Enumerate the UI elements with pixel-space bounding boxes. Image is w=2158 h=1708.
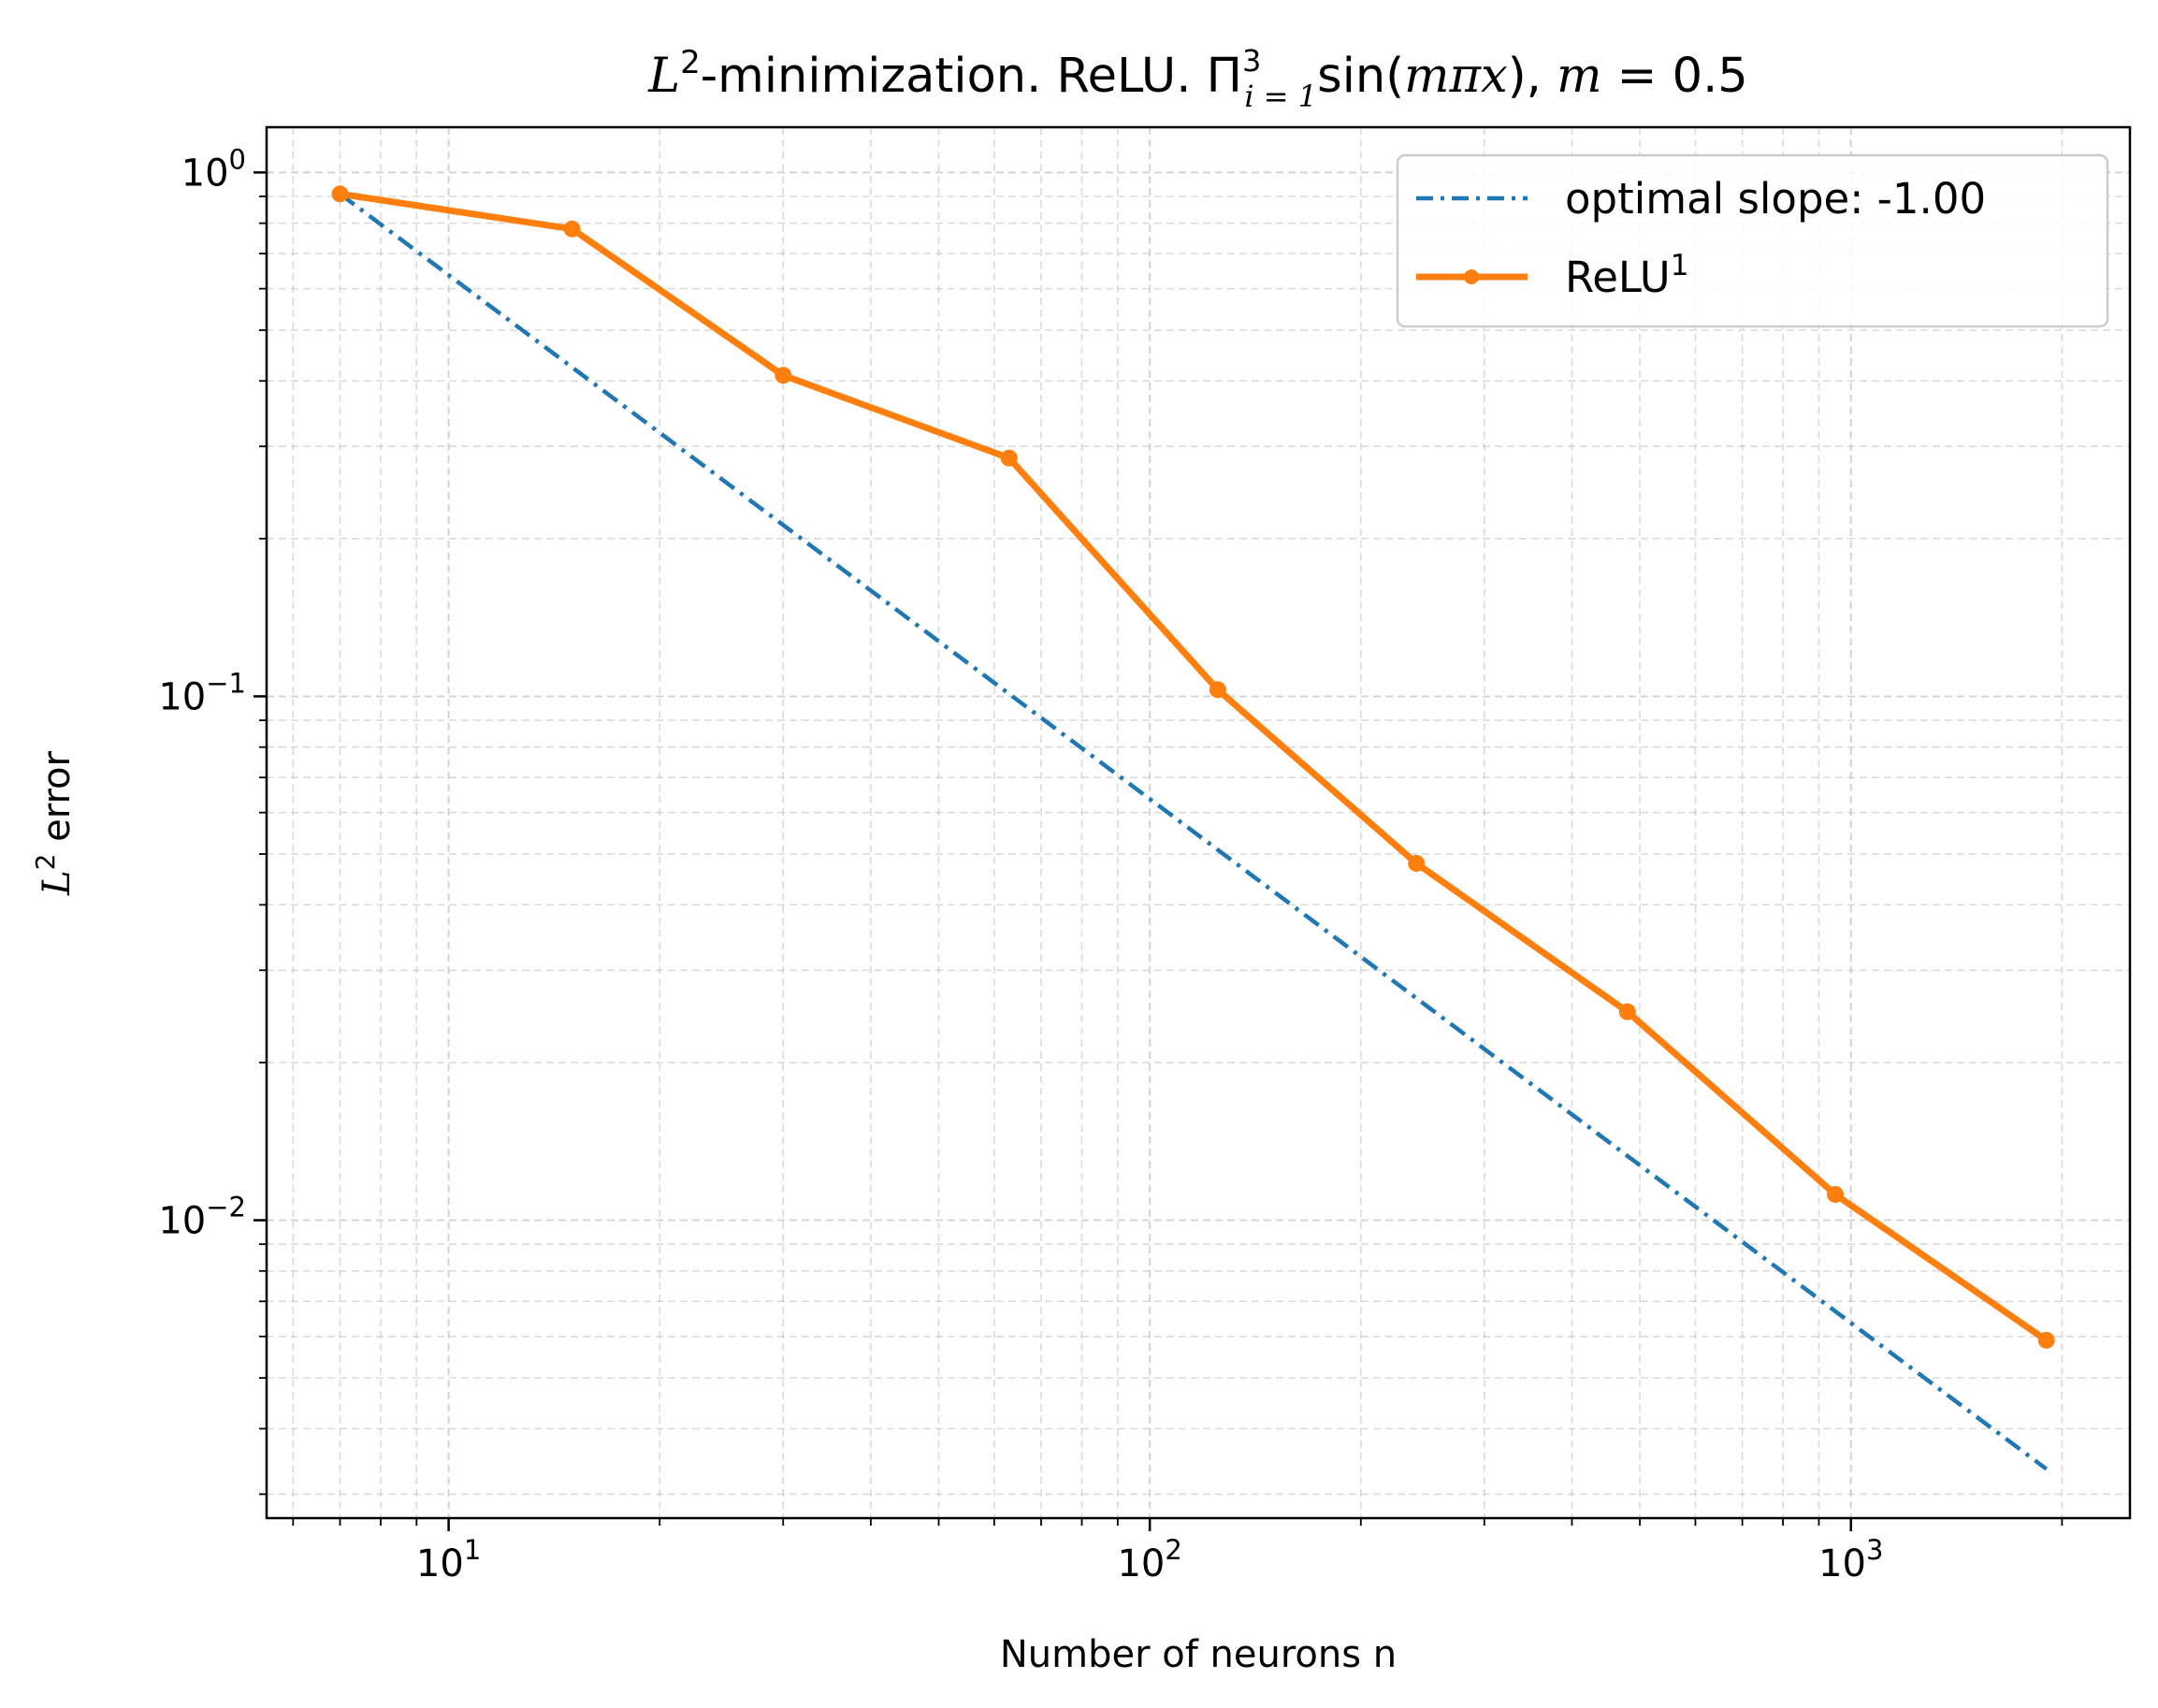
data-point-relu — [2037, 1331, 2055, 1349]
series-line-optimal-slope — [339, 192, 2049, 1471]
x-tick-label: 102 — [1117, 1534, 1181, 1585]
y-tick-label: 10−1 — [158, 667, 246, 718]
chart-title: L2-minimization. ReLU. Π3 i = 1sin(mπx), … — [647, 43, 1747, 114]
legend-marker-relu — [1464, 269, 1479, 284]
y-axis-label: L2 error — [30, 750, 79, 895]
grid-layer — [267, 127, 2130, 1518]
data-point-relu — [331, 185, 349, 203]
y-tick-label: 100 — [181, 143, 246, 195]
x-tick-label: 103 — [1818, 1534, 1883, 1585]
legend: optimal slope: -1.00 ReLU1 — [1396, 153, 2109, 328]
series-layer — [331, 185, 2055, 1471]
y-tick-label: 10−2 — [158, 1192, 246, 1243]
legend-label-relu: ReLU1 — [1565, 249, 1688, 302]
data-point-relu — [775, 367, 792, 384]
data-point-relu — [1827, 1185, 1845, 1203]
x-axis-label: Number of neurons n — [1000, 1633, 1397, 1676]
data-point-relu — [1618, 1003, 1636, 1020]
data-point-relu — [1408, 854, 1426, 872]
tick-layer: 101 102 103 100 10−1 10−2 — [158, 143, 2064, 1585]
data-point-relu — [563, 220, 581, 238]
legend-label-optimal-slope: optimal slope: -1.00 — [1565, 174, 1986, 224]
plot-frame — [265, 125, 2132, 1520]
data-point-relu — [1000, 449, 1018, 467]
x-tick-label: 101 — [416, 1534, 481, 1585]
data-point-relu — [1209, 681, 1226, 699]
legend-box — [1396, 153, 2109, 328]
